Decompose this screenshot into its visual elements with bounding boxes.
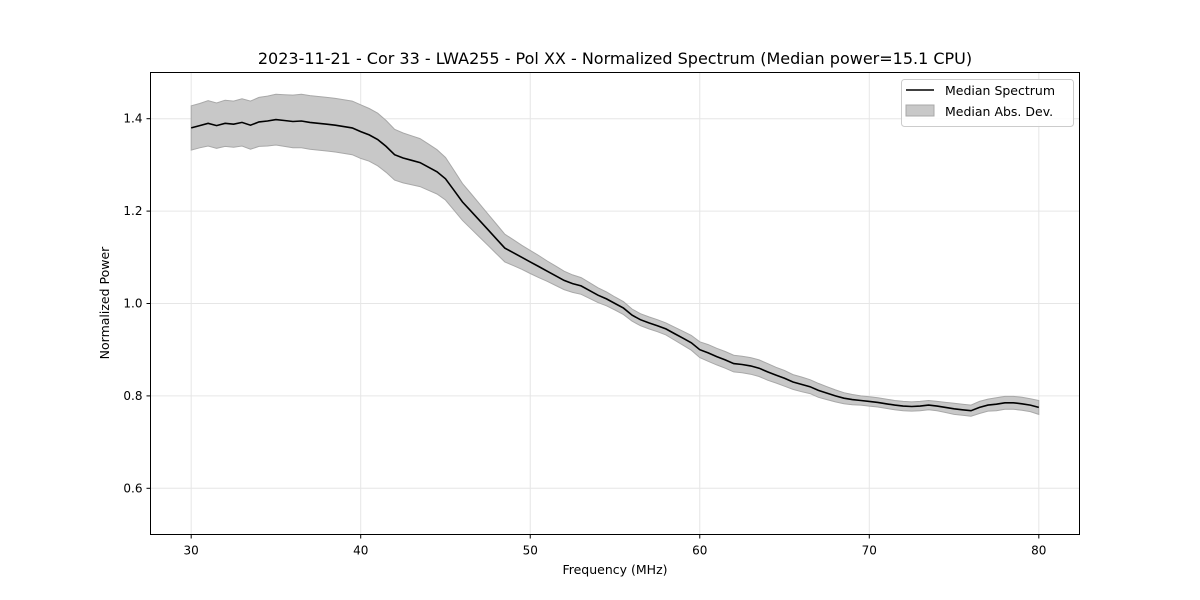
legend-label-median-spectrum: Median Spectrum bbox=[945, 83, 1055, 98]
x-tick-label: 30 bbox=[184, 544, 199, 558]
y-tick-label: 1.0 bbox=[123, 297, 142, 311]
y-tick-label: 0.6 bbox=[123, 481, 142, 495]
chart-title: 2023-11-21 - Cor 33 - LWA255 - Pol XX - … bbox=[258, 49, 972, 68]
x-tick-label: 70 bbox=[862, 544, 877, 558]
x-tick-label: 40 bbox=[353, 544, 368, 558]
x-tick-label: 80 bbox=[1031, 544, 1046, 558]
x-tick-label: 60 bbox=[692, 544, 707, 558]
y-axis-ticks: 0.6 0.8 1.0 1.2 1.4 bbox=[123, 112, 151, 495]
legend-band-swatch bbox=[905, 104, 935, 117]
legend-box bbox=[901, 79, 1074, 127]
y-tick-label: 0.8 bbox=[123, 389, 142, 403]
legend: Median Spectrum Median Abs. Dev. bbox=[901, 79, 1074, 127]
median-spectrum-line bbox=[190, 118, 1040, 412]
x-axis-ticks: 30 40 50 60 70 80 bbox=[184, 534, 1046, 558]
legend-label-median-abs-dev: Median Abs. Dev. bbox=[945, 104, 1053, 119]
y-axis-label: Normalized Power bbox=[97, 246, 112, 360]
x-tick-label: 50 bbox=[523, 544, 538, 558]
y-tick-label: 1.2 bbox=[123, 204, 142, 218]
y-tick-label: 1.4 bbox=[123, 112, 142, 126]
x-axis-label: Frequency (MHz) bbox=[562, 562, 667, 577]
median-abs-dev-band bbox=[190, 93, 1040, 417]
